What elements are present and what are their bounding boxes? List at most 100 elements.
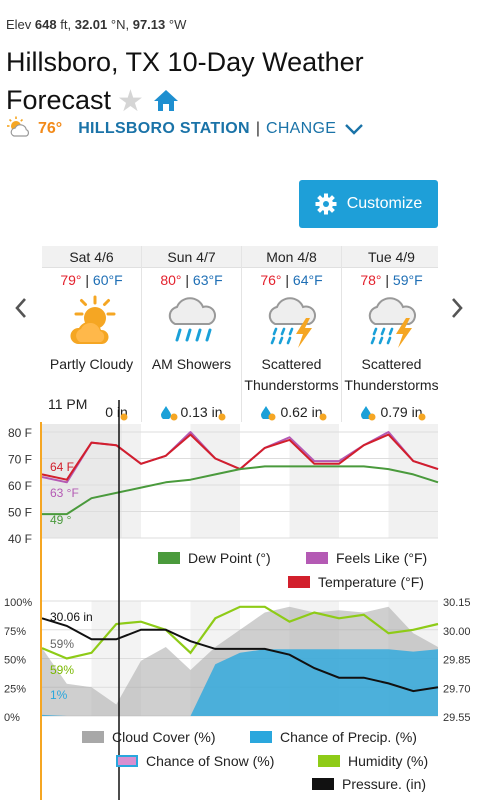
y-tick-label: 80 F xyxy=(8,426,32,440)
legend-swatch xyxy=(82,731,104,743)
customize-label: Customize xyxy=(346,195,423,212)
day-date: Sat 4/6 xyxy=(42,246,141,268)
forecast-day[interactable]: Sun 4/7 80° | 63°F AM Showers 0.13 in xyxy=(142,246,242,422)
legend-swatch xyxy=(288,576,310,588)
night-shade-band xyxy=(289,424,339,538)
home-icon[interactable] xyxy=(152,84,180,122)
longitude-unit: °W xyxy=(168,17,187,32)
current-conditions-icon xyxy=(6,116,32,143)
station-name-link[interactable]: HILLSBORO STATION xyxy=(78,120,250,137)
legend-swatch xyxy=(312,778,334,790)
y-tick-label: 40 F xyxy=(8,532,32,546)
legend-cloud-cover[interactable]: Cloud Cover (%) xyxy=(82,729,215,745)
longitude: 97.13 xyxy=(132,17,166,32)
legend-pressure[interactable]: Pressure. (in) xyxy=(312,776,426,792)
customize-button[interactable]: Customize xyxy=(299,180,438,228)
legend-label: Pressure. (in) xyxy=(342,776,427,792)
precip-amount: 0 in xyxy=(105,404,128,420)
forecast-day[interactable]: Sat 4/6 79° | 60°F Partly Cloudy 0 in xyxy=(42,246,142,422)
partly-cloudy-icon xyxy=(42,290,141,354)
raindrop-icon xyxy=(260,405,272,419)
dew-point-series-line xyxy=(42,465,439,516)
day-precip: 0.62 in xyxy=(242,402,341,422)
y-tick-label-right: 30.15 xyxy=(443,597,471,609)
legend-temperature[interactable]: Temperature (°F) xyxy=(288,574,424,590)
chevron-down-icon[interactable] xyxy=(344,123,364,135)
legend-dew-point[interactable]: Dew Point (°) xyxy=(158,550,271,566)
latitude-unit: °N, xyxy=(110,17,130,32)
legend-swatch xyxy=(158,552,180,564)
thunderstorm-icon xyxy=(242,290,341,354)
day-low: 60°F xyxy=(92,272,123,288)
day-description: Scattered Thunderstorms xyxy=(244,356,339,393)
humidity-series-line xyxy=(41,605,439,660)
forecast-day[interactable]: Mon 4/8 76° | 64°F Scattered Thunderstor… xyxy=(242,246,342,422)
rain-icon xyxy=(142,290,241,354)
y-tick-label-left: 25% xyxy=(4,683,26,695)
day-hi-lo-sep: | xyxy=(185,272,190,288)
elev-label: Elev xyxy=(6,17,32,32)
legend-feels-like[interactable]: Feels Like (°F) xyxy=(306,550,427,566)
day-description: Partly Cloudy xyxy=(49,356,134,372)
next-days-arrow[interactable] xyxy=(450,296,464,325)
y-tick-label-left: 0% xyxy=(4,712,20,724)
legend-swatch xyxy=(318,755,340,767)
prev-days-arrow[interactable] xyxy=(14,296,28,325)
night-shade-band xyxy=(91,601,141,716)
legend-label: Humidity (%) xyxy=(348,753,429,769)
latitude: 32.01 xyxy=(74,17,108,32)
page-title: Hillsboro, TX 10-Day Weather Forecast ★ xyxy=(6,43,436,122)
day-high: 78° xyxy=(360,272,382,288)
series-readout: 59% xyxy=(50,637,74,651)
y-tick-label-left: 50% xyxy=(4,655,26,667)
raindrop-icon xyxy=(160,405,172,419)
raindrop-icon xyxy=(360,405,372,419)
day-date: Sun 4/7 xyxy=(142,246,241,268)
y-tick-label-right: 29.85 xyxy=(443,655,471,667)
now-time-label: 11 PM xyxy=(46,396,90,412)
series-readout: 49 ° xyxy=(50,513,72,527)
legend-chance-precip[interactable]: Chance of Precip. (%) xyxy=(250,729,417,745)
precip-amount: 0.13 in xyxy=(180,404,223,420)
day-hi-lo: 78° | 59°F xyxy=(342,272,438,290)
change-station-link[interactable]: CHANGE xyxy=(265,120,337,137)
night-shade-band xyxy=(190,424,240,538)
legend-swatch xyxy=(306,552,328,564)
day-hi-lo-sep: | xyxy=(285,272,290,288)
y-tick-label: 70 F xyxy=(8,452,32,466)
legend-label: Chance of Precip. (%) xyxy=(280,729,417,745)
day-precip: 0.13 in xyxy=(142,402,241,422)
legend-humidity[interactable]: Humidity (%) xyxy=(318,753,428,769)
series-readout: 30.06 in xyxy=(50,610,93,624)
day-high: 79° xyxy=(60,272,82,288)
temperature-series-line xyxy=(41,433,439,481)
day-low: 63°F xyxy=(192,272,223,288)
night-shade-band xyxy=(190,601,240,716)
elev-unit: ft, xyxy=(60,17,72,32)
precip-amount: 0.79 in xyxy=(380,404,423,420)
y-tick-label-left: 75% xyxy=(4,626,26,638)
legend-swatch xyxy=(116,755,138,767)
chance-precip-area xyxy=(42,649,438,716)
series-readout: 64 F xyxy=(50,460,74,474)
forecast-day[interactable]: Tue 4/9 78° | 59°F Scattered Thunderstor… xyxy=(342,246,438,422)
feels-like-series-line xyxy=(41,431,439,484)
night-shade-band xyxy=(388,601,438,716)
day-description: Scattered Thunderstorms xyxy=(344,356,438,393)
cloud-cover-area xyxy=(42,606,438,716)
favorite-star-icon[interactable]: ★ xyxy=(117,85,144,118)
legend-chance-snow[interactable]: Chance of Snow (%) xyxy=(116,753,274,769)
day-hi-lo-sep: | xyxy=(385,272,390,288)
page-title-text: Hillsboro, TX 10-Day Weather Forecast xyxy=(6,47,364,115)
thunderstorm-icon xyxy=(342,290,438,354)
y-tick-label-right: 30.00 xyxy=(443,626,471,638)
y-tick-label-left: 100% xyxy=(4,597,32,609)
y-tick-label-right: 29.70 xyxy=(443,683,471,695)
legend-label: Dew Point (°) xyxy=(188,550,271,566)
forecast-days: Sat 4/6 79° | 60°F Partly Cloudy 0 in Su… xyxy=(42,246,438,422)
past-shade-band xyxy=(42,424,122,538)
legend-label: Feels Like (°F) xyxy=(336,550,428,566)
elev-value: 648 xyxy=(34,17,57,32)
night-shade-band xyxy=(289,601,339,716)
day-hi-lo: 79° | 60°F xyxy=(42,272,141,290)
